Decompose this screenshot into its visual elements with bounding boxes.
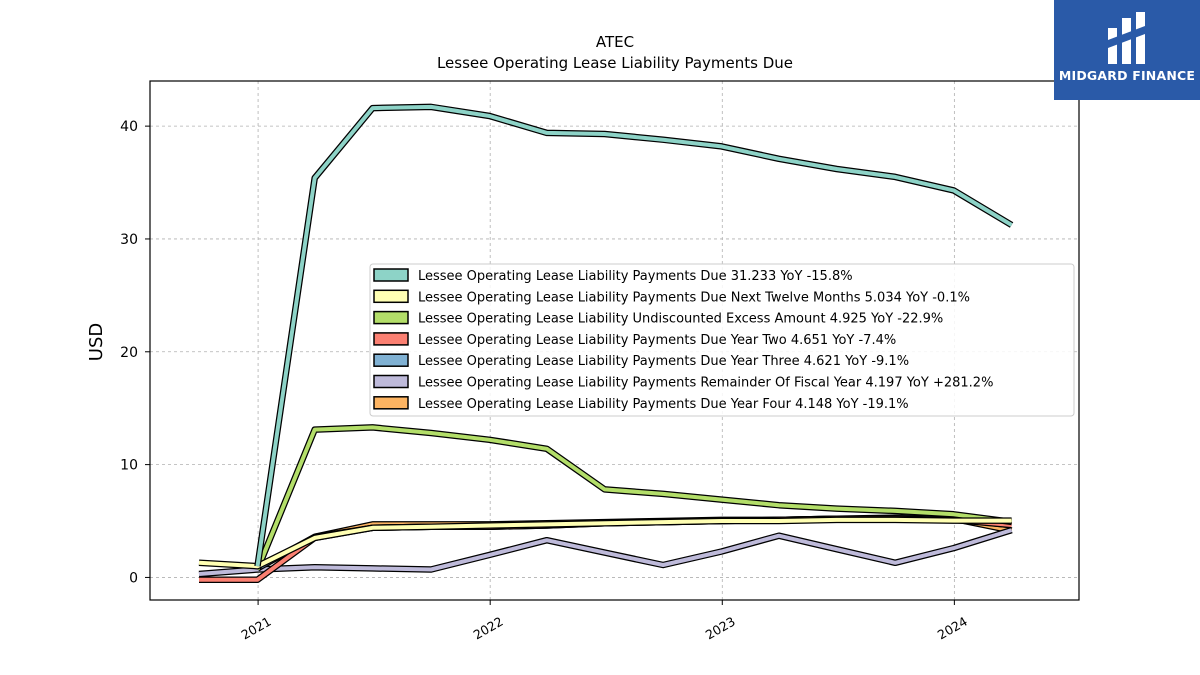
y-tick-label: 40 [120,119,138,135]
legend-swatch [373,289,409,304]
chart-title: ATEC [596,33,634,51]
y-tick-label: 10 [120,458,138,474]
legend-swatch [373,353,409,367]
series-layer [198,103,1014,583]
legend-swatch [373,396,409,410]
legend-entry: Lessee Operating Lease Liability Undisco… [418,312,943,327]
legend-entry: Lessee Operating Lease Liability Payment… [418,290,970,305]
plot-frame [149,80,1080,601]
legend-swatch [373,268,409,282]
legend-entry: Lessee Operating Lease Liability Payment… [418,354,909,369]
legend-swatch [373,332,409,346]
y-tick-label: 0 [129,570,138,586]
chart-subtitle: Lessee Operating Lease Liability Payment… [437,54,793,72]
legend-swatch [373,374,409,389]
legend-entry: Lessee Operating Lease Liability Payment… [418,376,993,391]
series-line [255,425,1012,571]
series-line [198,528,1013,576]
legend-entry: Lessee Operating Lease Liability Payment… [418,269,853,284]
midgard-logo-icon [1108,12,1145,64]
x-tick-label: 2021 [239,614,274,643]
series-line [198,517,1012,569]
x-tick-label: 2022 [471,614,506,643]
legend-entry: Lessee Operating Lease Liability Payment… [418,333,896,348]
legend-box [369,263,1075,417]
series-outline [254,424,1013,571]
brand-name: MIDGARD FINANCE [1058,68,1196,83]
x-tick-label: 2023 [703,614,738,643]
brand-logo: MIDGARD FINANCE [1054,0,1200,100]
y-tick-label: 20 [120,345,138,361]
legend-swatch [373,310,409,325]
x-tick-label: 2024 [935,614,970,643]
y-axis-label: USD [86,323,107,361]
y-tick-label: 30 [120,232,138,248]
series-line [255,104,1013,567]
legend-entry: Lessee Operating Lease Liability Payment… [418,397,909,412]
legend: Lessee Operating Lease Liability Payment… [369,263,1075,417]
